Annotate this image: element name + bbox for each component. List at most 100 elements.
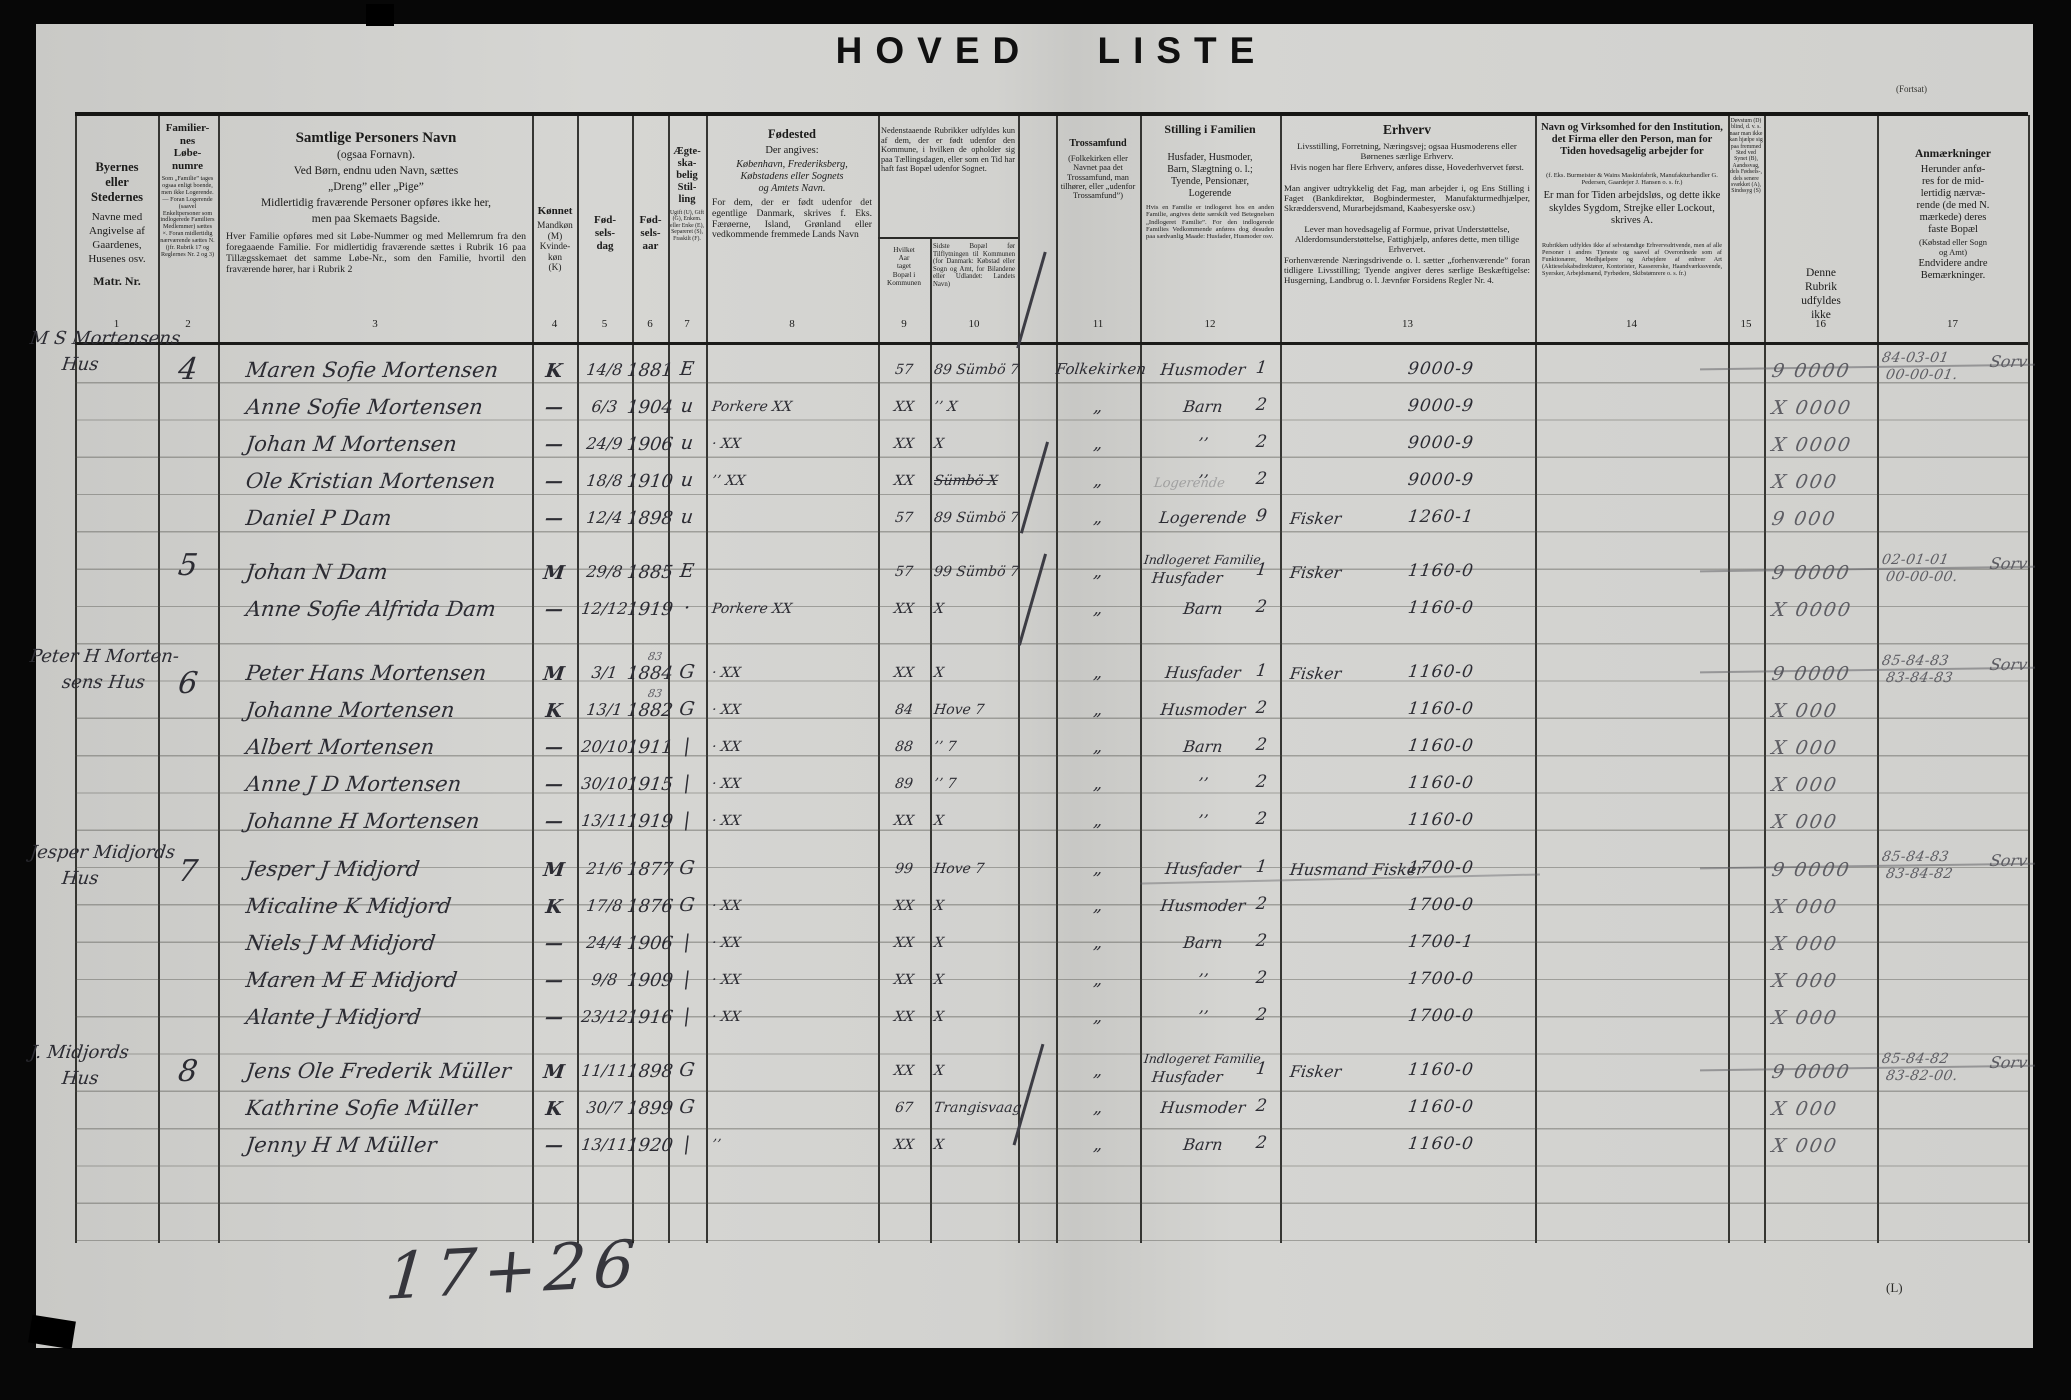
col16-tally-mark: X 000 <box>1770 811 1840 833</box>
col16-tally-mark: 9 000 <box>1770 508 1839 530</box>
previous-residence-entry: X <box>933 935 945 951</box>
family-position: Husmoder <box>1159 700 1247 719</box>
person-name: Johanne H Mortensen <box>244 809 482 833</box>
previous-residence-entry: X <box>933 972 945 988</box>
marital-status: E <box>678 358 696 380</box>
family-number: 7 <box>176 854 200 889</box>
year-settled-entry: XX <box>893 1063 915 1079</box>
year-settled-entry: XX <box>893 813 915 829</box>
birth-year-note: 83 <box>646 650 664 663</box>
column-number-4: 4 <box>551 318 558 330</box>
remark-word: Sorv <box>1988 352 2029 371</box>
family-position-number: 2 <box>1254 894 1269 914</box>
marital-status: | <box>682 968 692 990</box>
house-name-line1: Peter H Morten- <box>28 646 181 667</box>
previous-residence-entry: X <box>933 1009 945 1025</box>
occupation-code: 1700-1 <box>1406 932 1476 952</box>
family-position: Barn <box>1182 1135 1224 1154</box>
sex-mark: — <box>543 970 565 991</box>
year-settled-entry: 89 <box>894 776 914 792</box>
year-settled-entry: 57 <box>894 362 914 378</box>
header-col12-para: Hvis en Familie er indlogeret hos en and… <box>1146 204 1274 241</box>
family-position-number: 1 <box>1254 857 1269 877</box>
column-divider <box>1764 115 1766 1243</box>
marital-status: G <box>678 1096 696 1118</box>
family-position-number: 2 <box>1254 968 1269 988</box>
birthplace-entry: · XX <box>711 739 742 755</box>
column-divider <box>1535 115 1537 1243</box>
family-position-number: 2 <box>1254 1005 1269 1025</box>
year-settled-entry: XX <box>893 665 915 681</box>
column-divider <box>632 115 634 1243</box>
column-number-10: 10 <box>968 318 980 330</box>
previous-residence-entry: 89 Sümbö 7 <box>933 362 1020 378</box>
header-col16-title: Denne Rubrik udfyldes ikke <box>1801 267 1841 321</box>
remark-code-line2: 83-84-82 <box>1884 866 1955 882</box>
family-position: Barn <box>1182 737 1224 756</box>
col16-tally-mark: 9 0000 <box>1770 1061 1853 1083</box>
sex-mark: — <box>543 774 565 795</box>
occupation-code: 1160-0 <box>1406 1097 1476 1117</box>
header-col4-sub: Mandkøn (M) Kvinde- køn (K) <box>537 221 573 273</box>
header-col13-p5: Forhenværende Næringsdrivende o. l. sætt… <box>1284 255 1530 285</box>
col16-tally-mark: X 000 <box>1770 1135 1840 1157</box>
column-number-15: 15 <box>1740 318 1752 330</box>
header-col8-italic: København, Frederiksberg, Købstadens ell… <box>736 159 848 194</box>
birthplace-entry: · XX <box>711 776 742 792</box>
marital-status: u <box>679 469 695 491</box>
column-number-17: 17 <box>1947 318 1958 330</box>
birthplace-entry: · XX <box>711 665 742 681</box>
column-number-5: 5 <box>601 318 608 330</box>
header-col1-title: Byernes eller Stedernes <box>90 160 144 204</box>
col16-tally-mark: X 000 <box>1770 933 1840 955</box>
sex-mark: M <box>542 1061 566 1083</box>
religion-entry: „ <box>1092 1135 1104 1155</box>
marital-status: | <box>682 1133 692 1155</box>
birth-year-note: 83 <box>646 687 664 700</box>
birthplace-entry: · XX <box>711 898 742 914</box>
occupation-entry: Fisker <box>1288 509 1343 528</box>
occupation-code: 9000-9 <box>1406 396 1476 416</box>
header-col13-p2: Hvis nogen har flere Erhverv, anføres di… <box>1290 162 1524 172</box>
marital-status: G <box>678 698 696 720</box>
previous-residence-entry: Sümbö X <box>933 473 999 489</box>
religion-entry: „ <box>1092 434 1104 454</box>
column-number-13: 13 <box>1402 318 1413 330</box>
family-position-number: 2 <box>1254 931 1269 951</box>
person-name: Ole Kristian Mortensen <box>244 469 497 493</box>
birthplace-entry: · XX <box>711 972 742 988</box>
sex-mark: — <box>543 933 565 954</box>
family-position-number: 2 <box>1254 809 1269 829</box>
family-position-number: 1 <box>1254 358 1269 378</box>
previous-residence-entry: Hove 7 <box>933 702 986 718</box>
marital-status: E <box>678 560 696 582</box>
birthplace-entry: Porkere XX <box>711 399 794 415</box>
col16-tally-mark: X 000 <box>1770 1098 1840 1120</box>
marital-status: | <box>682 931 692 953</box>
family-number: 4 <box>176 352 200 387</box>
col16-tally-mark: X 000 <box>1770 471 1840 493</box>
person-name: Maren Sofie Mortensen <box>244 358 500 382</box>
family-position-number: 2 <box>1254 698 1269 718</box>
col16-tally-mark: X 000 <box>1770 1007 1840 1029</box>
religion-entry: „ <box>1092 970 1104 990</box>
column-number-1: 1 <box>113 318 120 330</box>
religion-entry: „ <box>1092 700 1104 720</box>
marital-status: | <box>682 735 692 757</box>
column-number-2: 2 <box>185 318 191 330</box>
sex-mark: — <box>543 599 565 620</box>
remark-code-line2: 83-82-00. <box>1884 1068 1960 1084</box>
sex-mark: — <box>543 811 565 832</box>
occupation-code: 1160-0 <box>1406 736 1476 756</box>
previous-residence-entry: X <box>933 601 945 617</box>
subheader-divider <box>878 237 1018 239</box>
ruled-lines <box>75 346 2028 1243</box>
column-divider <box>158 115 160 1243</box>
column-number-11: 11 <box>1092 318 1104 330</box>
person-name: Jens Ole Frederik Müller <box>244 1059 513 1083</box>
marital-status: | <box>682 1005 692 1027</box>
column-number-14: 14 <box>1626 318 1637 330</box>
col16-tally-mark: X 000 <box>1770 896 1840 918</box>
family-position-number: 2 <box>1254 432 1269 452</box>
column-divider <box>1018 115 1020 1243</box>
